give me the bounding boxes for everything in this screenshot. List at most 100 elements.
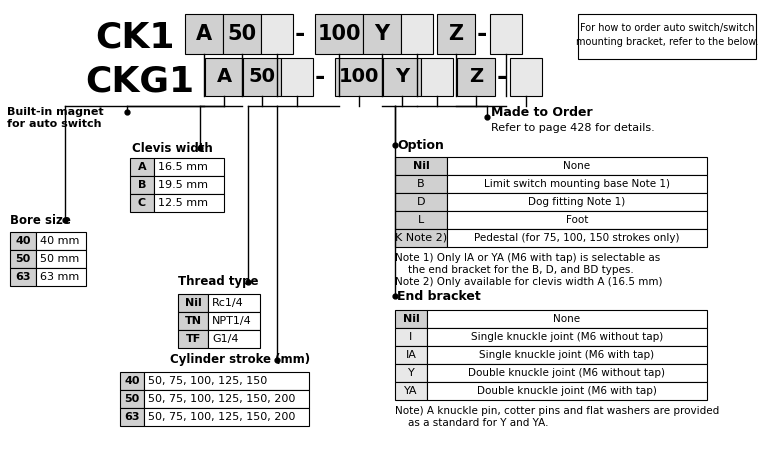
- Text: 12.5 mm: 12.5 mm: [158, 198, 208, 208]
- Text: B: B: [417, 179, 425, 189]
- Bar: [130, 194, 154, 212]
- Text: D: D: [417, 197, 425, 207]
- Text: 50: 50: [124, 394, 139, 404]
- Text: For how to order auto switch/switch: For how to order auto switch/switch: [580, 23, 754, 33]
- Text: B: B: [138, 180, 146, 190]
- Bar: [383, 58, 421, 96]
- Text: 19.5 mm: 19.5 mm: [158, 180, 208, 190]
- Text: Foot: Foot: [566, 215, 588, 225]
- Text: 16.5 mm: 16.5 mm: [158, 162, 208, 172]
- Text: Note 1) Only IA or YA (M6 with tap) is selectable as: Note 1) Only IA or YA (M6 with tap) is s…: [395, 253, 661, 263]
- Text: A: A: [138, 162, 146, 172]
- Bar: [447, 211, 707, 229]
- Bar: [315, 14, 363, 54]
- Text: G1/4: G1/4: [212, 334, 238, 344]
- Bar: [36, 250, 86, 268]
- Text: Nil: Nil: [412, 161, 429, 171]
- Text: Rc1/4: Rc1/4: [212, 298, 244, 308]
- Text: 50 mm: 50 mm: [40, 254, 79, 264]
- Bar: [10, 250, 36, 268]
- Bar: [261, 14, 293, 54]
- Text: 50: 50: [249, 68, 275, 86]
- Bar: [395, 193, 447, 211]
- Text: for auto switch: for auto switch: [7, 119, 101, 129]
- Text: 40 mm: 40 mm: [40, 236, 79, 246]
- Bar: [281, 58, 313, 96]
- Text: -: -: [477, 22, 487, 46]
- Bar: [10, 268, 36, 286]
- Text: Made to Order: Made to Order: [491, 107, 593, 120]
- Text: A: A: [196, 24, 212, 44]
- Text: 63: 63: [124, 412, 140, 422]
- Text: TF: TF: [186, 334, 201, 344]
- Text: mounting bracket, refer to the below.: mounting bracket, refer to the below.: [576, 37, 758, 47]
- Text: 40: 40: [124, 376, 140, 386]
- Text: Pedestal (for 75, 100, 150 strokes only): Pedestal (for 75, 100, 150 strokes only): [474, 233, 680, 243]
- Text: 100: 100: [339, 68, 379, 86]
- Bar: [447, 175, 707, 193]
- Text: 40: 40: [15, 236, 30, 246]
- Text: End bracket: End bracket: [397, 289, 481, 302]
- Bar: [130, 158, 154, 176]
- Text: the end bracket for the B, D, and BD types.: the end bracket for the B, D, and BD typ…: [395, 265, 634, 275]
- Text: Built-in magnet: Built-in magnet: [7, 107, 103, 117]
- Text: Note 2) Only available for clevis width A (16.5 mm): Note 2) Only available for clevis width …: [395, 277, 663, 287]
- Bar: [154, 194, 224, 212]
- Bar: [144, 390, 309, 408]
- Text: Double knuckle joint (M6 without tap): Double knuckle joint (M6 without tap): [469, 368, 666, 378]
- Text: Bore size: Bore size: [10, 213, 71, 226]
- Bar: [457, 58, 495, 96]
- Bar: [36, 268, 86, 286]
- Bar: [144, 408, 309, 426]
- Text: Option: Option: [397, 139, 444, 152]
- Text: None: None: [563, 161, 591, 171]
- Bar: [427, 310, 707, 328]
- Bar: [395, 310, 427, 328]
- Bar: [427, 364, 707, 382]
- Text: 50, 75, 100, 125, 150: 50, 75, 100, 125, 150: [148, 376, 267, 386]
- Text: -: -: [315, 65, 326, 89]
- Text: K Note 2): K Note 2): [395, 233, 447, 243]
- Bar: [208, 312, 260, 330]
- Text: as a standard for Y and YA.: as a standard for Y and YA.: [395, 418, 549, 428]
- Bar: [120, 390, 144, 408]
- Bar: [120, 372, 144, 390]
- Bar: [208, 330, 260, 348]
- Text: 50: 50: [15, 254, 30, 264]
- Text: L: L: [418, 215, 424, 225]
- Text: Nil: Nil: [403, 314, 419, 324]
- Bar: [223, 14, 261, 54]
- Bar: [205, 58, 243, 96]
- Text: C: C: [138, 198, 146, 208]
- Bar: [427, 328, 707, 346]
- Bar: [144, 372, 309, 390]
- Text: I: I: [409, 332, 412, 342]
- Text: IA: IA: [406, 350, 416, 360]
- Text: 63 mm: 63 mm: [40, 272, 79, 282]
- Bar: [395, 328, 427, 346]
- Bar: [208, 294, 260, 312]
- Bar: [185, 14, 223, 54]
- Text: Cylinder stroke (mm): Cylinder stroke (mm): [170, 354, 310, 366]
- Text: 50, 75, 100, 125, 150, 200: 50, 75, 100, 125, 150, 200: [148, 412, 295, 422]
- Bar: [395, 175, 447, 193]
- Bar: [427, 346, 707, 364]
- Text: -: -: [295, 22, 305, 46]
- Bar: [395, 364, 427, 382]
- Bar: [154, 176, 224, 194]
- Text: Single knuckle joint (M6 without tap): Single knuckle joint (M6 without tap): [471, 332, 663, 342]
- Bar: [578, 14, 756, 59]
- Bar: [395, 346, 427, 364]
- Text: CK1: CK1: [95, 21, 174, 55]
- Text: 50, 75, 100, 125, 150, 200: 50, 75, 100, 125, 150, 200: [148, 394, 295, 404]
- Text: TN: TN: [184, 316, 202, 326]
- Text: Y: Y: [395, 68, 409, 86]
- Bar: [178, 330, 208, 348]
- Bar: [401, 14, 433, 54]
- Text: NPT1/4: NPT1/4: [212, 316, 252, 326]
- Text: Y: Y: [408, 368, 415, 378]
- Bar: [130, 176, 154, 194]
- Text: CKG1: CKG1: [85, 65, 194, 99]
- Bar: [447, 157, 707, 175]
- Bar: [395, 229, 447, 247]
